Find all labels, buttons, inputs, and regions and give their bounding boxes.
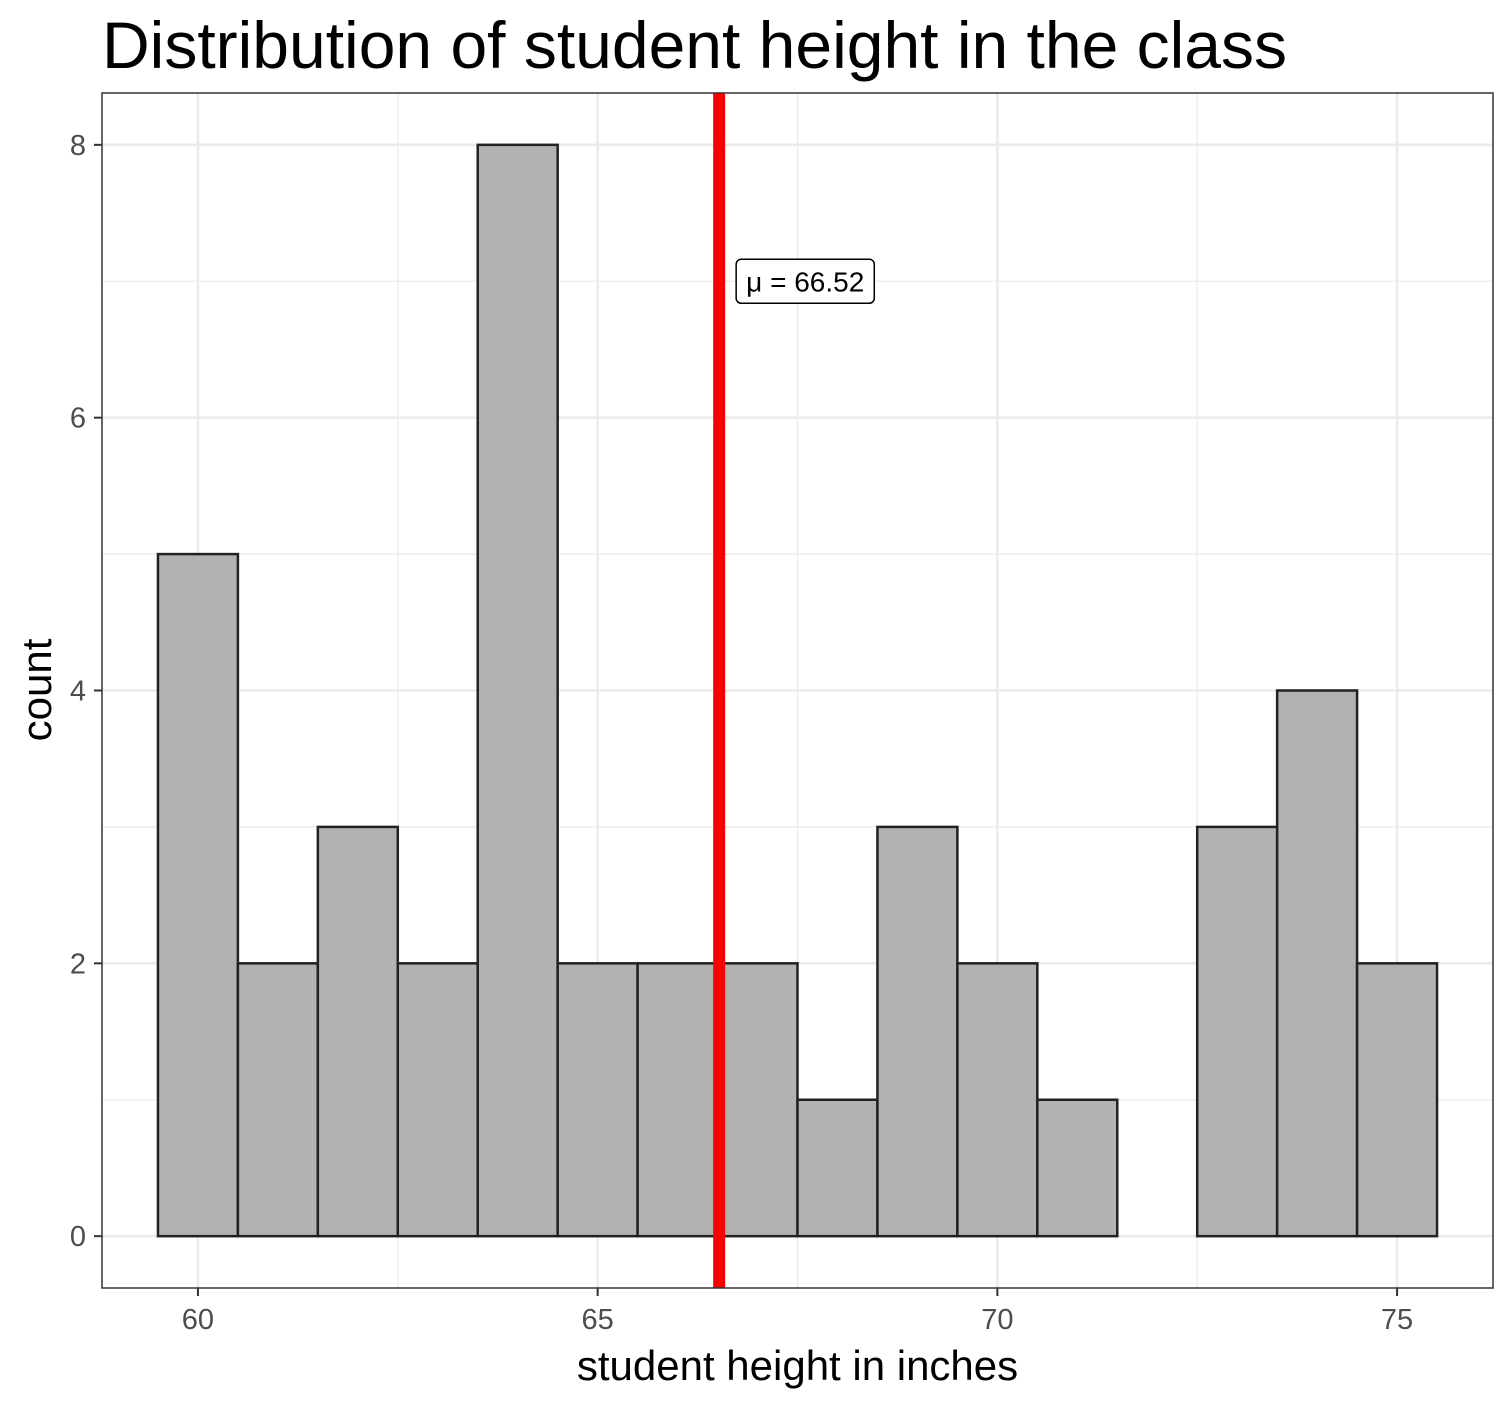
histogram-bar: [876, 825, 959, 1238]
histogram-bar: [796, 1098, 879, 1238]
x-tick-label: 75: [1381, 1304, 1413, 1336]
y-axis-title: count: [13, 638, 60, 741]
histogram-bar: [956, 962, 1039, 1238]
histogram-bars: [156, 143, 1439, 1238]
x-axis-title: student height in inches: [577, 1342, 1018, 1389]
y-tick-label: 0: [70, 1221, 86, 1253]
mean-label: μ = 66.52: [746, 266, 864, 297]
histogram-bar: [156, 552, 240, 1238]
y-tick-label: 8: [70, 130, 86, 162]
histogram-bar: [236, 962, 320, 1238]
histogram-bar: [636, 962, 719, 1238]
histogram-bar: [1355, 962, 1439, 1238]
y-tick-label: 6: [70, 403, 86, 435]
y-tick-label: 2: [70, 948, 86, 980]
histogram-bar: [476, 143, 559, 1238]
y-axis-ticks: 0 2 4 6 8: [70, 130, 102, 1253]
chart-title: Distribution of student height in the cl…: [102, 8, 1287, 82]
x-axis-ticks: 60 65 70 75: [182, 1288, 1413, 1336]
mean-label-box: [735, 258, 876, 305]
histogram-bar: [1275, 689, 1359, 1238]
histogram-bar: [396, 962, 479, 1238]
histogram-bar: [1195, 825, 1279, 1238]
mean-annotation: μ = 66.52: [713, 93, 876, 1288]
histogram-bar: [556, 962, 639, 1238]
histogram-bar: [316, 825, 400, 1238]
histogram-bar: [1036, 1098, 1119, 1238]
x-tick-label: 65: [582, 1304, 614, 1336]
x-tick-label: 60: [182, 1304, 214, 1336]
y-tick-label: 4: [70, 676, 86, 708]
x-tick-label: 70: [981, 1304, 1013, 1336]
histogram-bar: [716, 962, 799, 1238]
